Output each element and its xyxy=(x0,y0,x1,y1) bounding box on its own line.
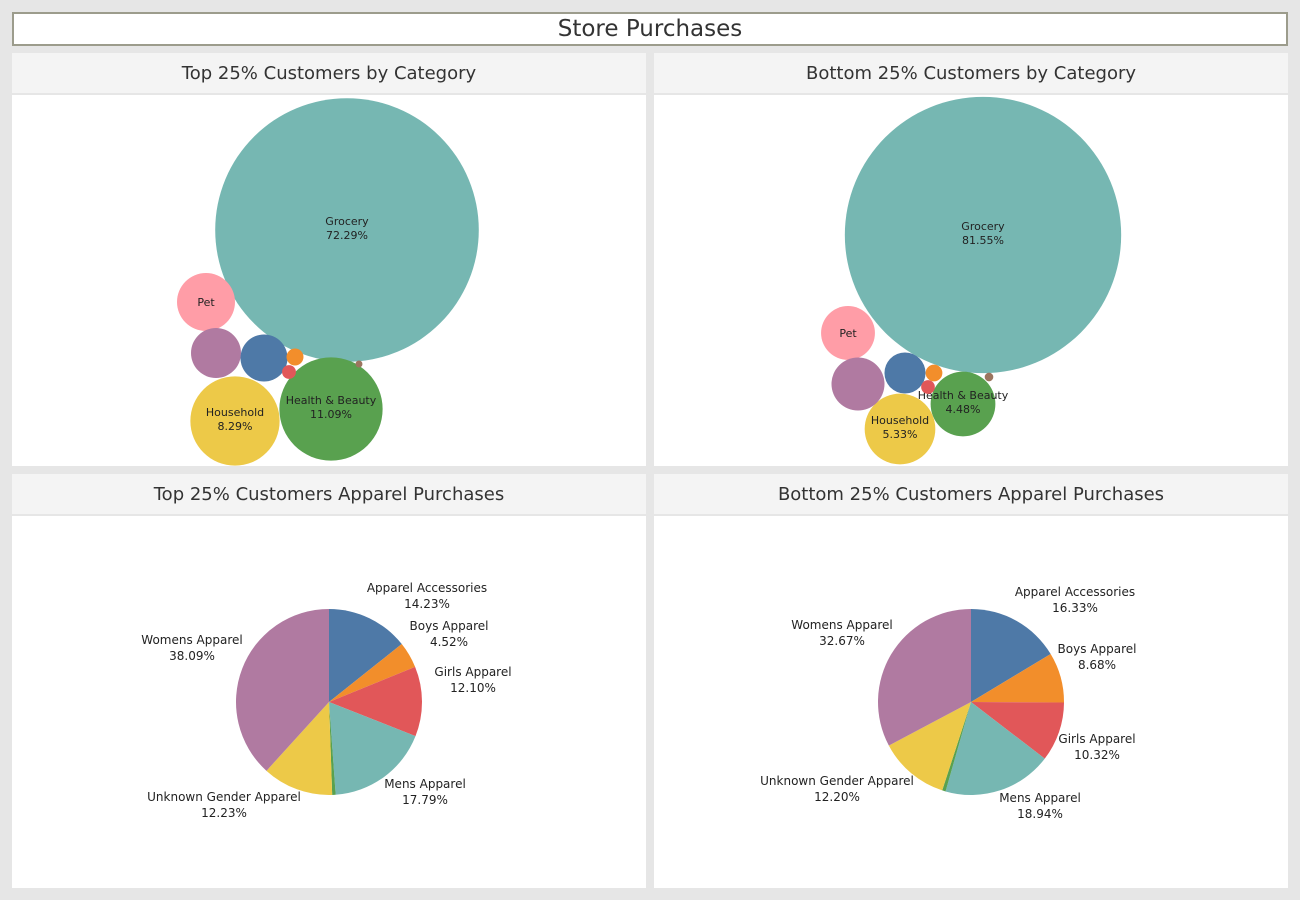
bubble-other[interactable] xyxy=(984,372,994,382)
pie-label-apparel-accessories: Apparel Accessories xyxy=(367,581,487,595)
panel-bottom-apparel: Bottom 25% Customers Apparel Purchases A… xyxy=(654,474,1288,888)
pie-chart-top: Apparel Accessories 14.23% Boys Apparel 4.5… xyxy=(141,581,511,820)
pie-slice-boys-apparel[interactable] xyxy=(971,654,1065,703)
bubble-girls-apparel[interactable] xyxy=(282,365,296,379)
pie-value-mens-apparel: 18.94% xyxy=(1017,807,1063,821)
bubble-girls-apparel[interactable] xyxy=(921,380,935,394)
bubble-grocery[interactable] xyxy=(215,98,479,362)
bubble-label-health-beauty: Health & Beauty xyxy=(918,389,1009,402)
bubble-apparel-accessories[interactable] xyxy=(240,334,288,382)
pie-slice-apparel-accessories[interactable] xyxy=(971,609,1051,702)
pie-slice-womens-apparel[interactable] xyxy=(877,609,971,746)
pie-slice-unknown-gender-apparel[interactable] xyxy=(266,702,333,796)
panel-bottom-category: Bottom 25% Customers by Category Grocery… xyxy=(654,53,1288,466)
bubble-apparel-accessories[interactable] xyxy=(884,352,926,394)
pie-label-girls-apparel: Girls Apparel xyxy=(434,665,511,679)
bubble-value-health-beauty: 11.09% xyxy=(310,408,352,421)
pie-value-unknown-gender-apparel: 12.23% xyxy=(201,806,247,820)
bubble-household[interactable] xyxy=(190,376,280,466)
pie-slice-health-beauty[interactable] xyxy=(942,702,971,792)
bubble-value-grocery: 81.55% xyxy=(962,234,1004,247)
bubble-value-household: 8.29% xyxy=(218,420,253,433)
pie-label-boys-apparel: Boys Apparel xyxy=(1058,642,1137,656)
bubble-label-health-beauty: Health & Beauty xyxy=(286,394,377,407)
pie-value-boys-apparel: 8.68% xyxy=(1078,658,1116,672)
panel-title: Bottom 25% Customers by Category xyxy=(654,53,1288,95)
pie-slice-boys-apparel[interactable] xyxy=(329,644,416,702)
pie-slice-mens-apparel[interactable] xyxy=(945,702,1045,795)
pie-label-girls-apparel: Girls Apparel xyxy=(1058,732,1135,746)
pie-value-girls-apparel: 12.10% xyxy=(450,681,496,695)
bubble-label-household: Household xyxy=(206,406,264,419)
bubble-label-household: Household xyxy=(871,414,929,427)
panel-title: Top 25% Customers by Category xyxy=(12,53,646,95)
pie-value-womens-apparel: 38.09% xyxy=(169,649,215,663)
bubble-value-health-beauty: 4.48% xyxy=(946,403,981,416)
pie-value-womens-apparel: 32.67% xyxy=(819,634,865,648)
bubble-boys-apparel[interactable] xyxy=(286,348,304,366)
pie-value-girls-apparel: 10.32% xyxy=(1074,748,1120,762)
pie-value-apparel-accessories: 14.23% xyxy=(404,597,450,611)
pie-slice-unknown-gender-apparel[interactable] xyxy=(888,702,971,791)
bubble-womens-apparel[interactable] xyxy=(191,328,241,378)
pie-label-womens-apparel: Womens Apparel xyxy=(141,633,242,647)
bubble-pet[interactable] xyxy=(177,273,235,331)
bubble-label-pet: Pet xyxy=(839,327,857,340)
pie-label-unknown-gender-apparel: Unknown Gender Apparel xyxy=(760,774,914,788)
bubble-value-grocery: 72.29% xyxy=(326,229,368,242)
pie-value-apparel-accessories: 16.33% xyxy=(1052,601,1098,615)
pie-slice-health-beauty[interactable] xyxy=(329,702,336,795)
bubble-womens-apparel[interactable] xyxy=(831,357,885,411)
bubble-value-household: 5.33% xyxy=(883,428,918,441)
pie-label-boys-apparel: Boys Apparel xyxy=(410,619,489,633)
pie-value-unknown-gender-apparel: 12.20% xyxy=(814,790,860,804)
pie-value-boys-apparel: 4.52% xyxy=(430,635,468,649)
bubble-pet[interactable] xyxy=(821,306,875,360)
pie-slice-apparel-accessories[interactable] xyxy=(329,609,402,702)
panel-top-apparel: Top 25% Customers Apparel Purchases Appa… xyxy=(12,474,646,888)
pie-label-apparel-accessories: Apparel Accessories xyxy=(1015,585,1135,599)
bubble-other[interactable] xyxy=(355,360,363,368)
pie-slice-girls-apparel[interactable] xyxy=(329,666,422,737)
panel-top-category: Top 25% Customers by Category Grocery 72.… xyxy=(12,53,646,466)
bubble-household[interactable] xyxy=(864,393,936,465)
bubble-health-beauty[interactable] xyxy=(279,357,383,461)
bubble-label-grocery: Grocery xyxy=(961,220,1005,233)
pie-label-unknown-gender-apparel: Unknown Gender Apparel xyxy=(147,790,301,804)
bubble-label-pet: Pet xyxy=(197,296,215,309)
bubble-grocery[interactable] xyxy=(844,96,1122,374)
panel-title: Bottom 25% Customers Apparel Purchases xyxy=(654,474,1288,516)
pie-slice-mens-apparel[interactable] xyxy=(329,702,416,795)
pie-chart-bottom: Apparel Accessories 16.33% Boys Apparel 8.6… xyxy=(760,585,1137,821)
bubble-label-grocery: Grocery xyxy=(325,215,369,228)
panel-title: Top 25% Customers Apparel Purchases xyxy=(12,474,646,516)
pie-value-mens-apparel: 17.79% xyxy=(402,793,448,807)
bubble-health-beauty[interactable] xyxy=(930,371,996,437)
pie-label-womens-apparel: Womens Apparel xyxy=(791,618,892,632)
dashboard-title: Store Purchases xyxy=(12,12,1288,46)
pie-label-mens-apparel: Mens Apparel xyxy=(384,777,466,791)
pie-slice-girls-apparel[interactable] xyxy=(971,702,1064,759)
bubble-boys-apparel[interactable] xyxy=(925,364,943,382)
pie-slice-womens-apparel[interactable] xyxy=(236,609,329,771)
pie-label-mens-apparel: Mens Apparel xyxy=(999,791,1081,805)
